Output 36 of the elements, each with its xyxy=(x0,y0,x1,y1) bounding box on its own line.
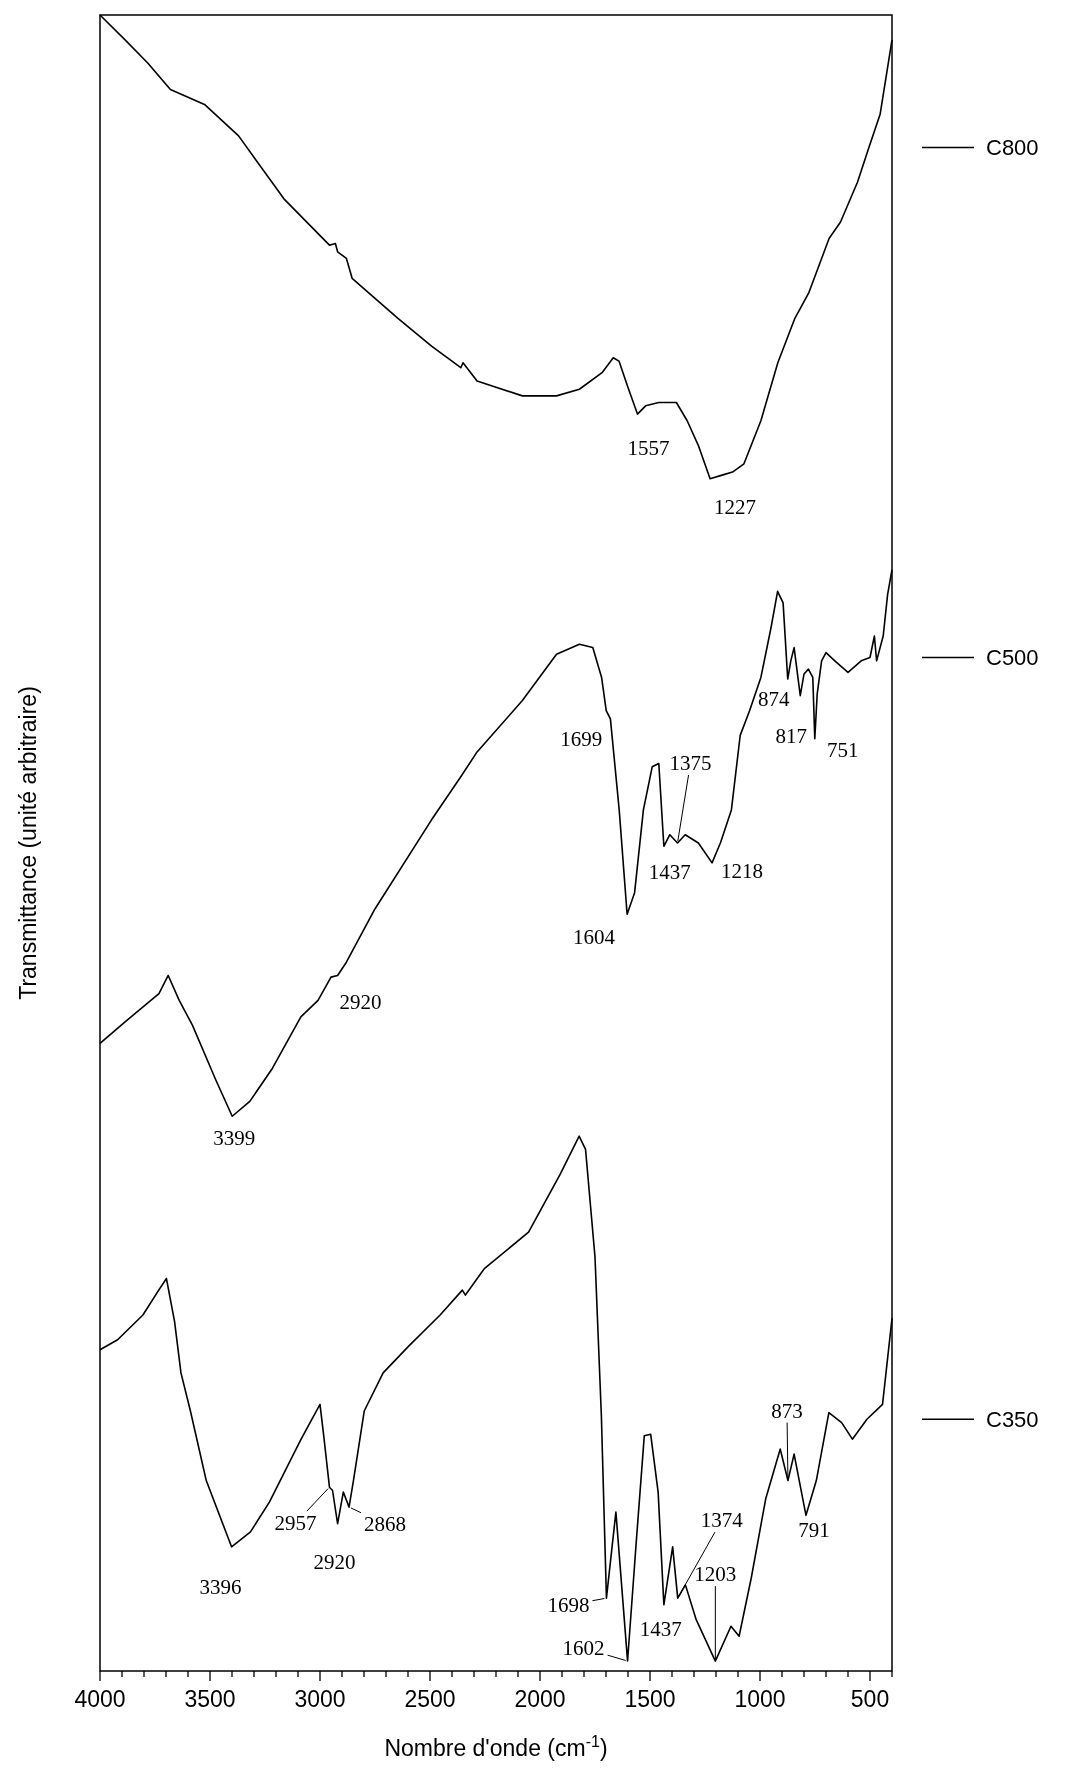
annotation: 1437 xyxy=(648,860,691,885)
annotation: 2920 xyxy=(339,990,382,1015)
annotation: 1218 xyxy=(721,858,764,883)
annotation: 3399 xyxy=(213,1126,256,1151)
annotation: 2868 xyxy=(364,1512,407,1537)
x-tick-label: 1000 xyxy=(734,1686,786,1712)
annotation: 1374 xyxy=(700,1508,744,1533)
x-tick-label: 500 xyxy=(850,1686,890,1712)
annotation: 1227 xyxy=(714,494,757,519)
annotation: 1698 xyxy=(547,1593,590,1618)
annotation: 1557 xyxy=(627,436,670,461)
annotation: 2957 xyxy=(274,1511,317,1536)
annotation: 1604 xyxy=(573,925,616,950)
annotation: 874 xyxy=(757,687,790,712)
x-tick-label: 4000 xyxy=(74,1686,126,1712)
annotation: 1375 xyxy=(669,751,712,775)
legend-label: C500 xyxy=(986,645,1039,671)
annotation: 873 xyxy=(771,1398,803,1423)
annotation: 791 xyxy=(798,1518,830,1543)
annotation: 1602 xyxy=(562,1636,605,1661)
annotation: 2920 xyxy=(313,1549,356,1574)
legend-label: C350 xyxy=(986,1406,1039,1432)
annotation: 3396 xyxy=(199,1574,242,1599)
annotation: 1699 xyxy=(560,726,603,751)
x-tick-label: 2500 xyxy=(404,1686,456,1712)
legend-label: C800 xyxy=(986,134,1039,160)
annotation: 817 xyxy=(775,723,808,748)
x-tick-label: 3000 xyxy=(294,1686,346,1712)
annotation: 751 xyxy=(827,737,859,762)
x-axis-title: Nombre d'onde (cm$^{-1}$) xyxy=(384,1732,608,1761)
annotation: 1437 xyxy=(639,1616,682,1641)
x-tick-label: 2000 xyxy=(514,1686,566,1712)
x-tick-label: 1500 xyxy=(624,1686,676,1712)
annotation: 1203 xyxy=(694,1562,737,1587)
x-tick-label: 3500 xyxy=(184,1686,236,1712)
y-axis-title: Transmittance (unité arbitraire) xyxy=(15,686,41,1000)
